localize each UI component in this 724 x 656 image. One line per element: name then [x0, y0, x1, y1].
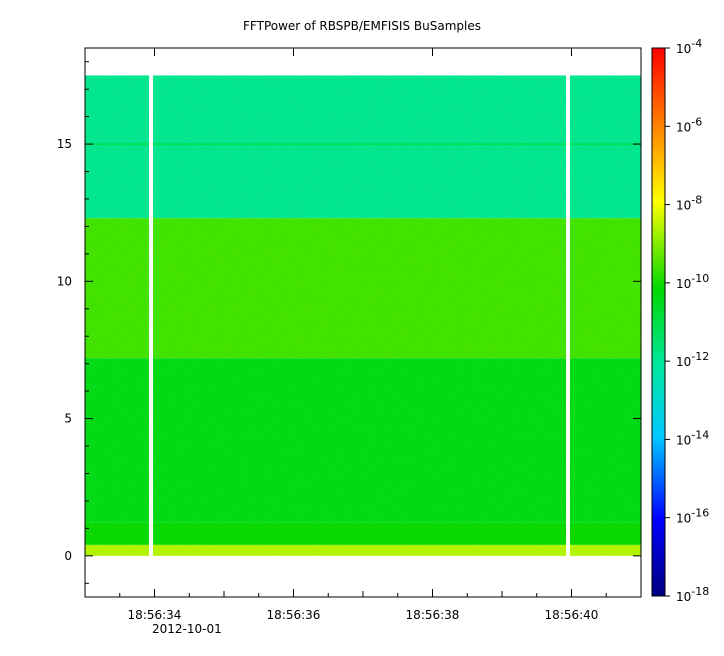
x-tick-label: 18:56:40	[545, 608, 599, 622]
colorbar-tick-label: 10-14	[676, 428, 709, 447]
x-tick-label: 18:56:36	[267, 608, 321, 622]
colorbar-tick-label: 10-6	[676, 115, 702, 134]
data-gap	[566, 75, 571, 556]
y-tick-label: 15	[57, 137, 72, 151]
y-tick-label: 5	[64, 412, 72, 426]
colorbar-tick-label: 10-4	[676, 37, 702, 56]
chart-title: FFTPower of RBSPB/EMFISIS BuSamples	[243, 19, 481, 33]
colorbar-tick-label: 10-16	[676, 507, 709, 526]
colorbar-tick-label: 10-10	[676, 272, 709, 291]
colorbar-ticks: 10-4 10-6 10-8 10-10 10-12 10-14 10-16 10-18	[665, 37, 709, 604]
colorbar-tick-label: 10-8	[676, 194, 702, 213]
colorbar	[651, 47, 666, 597]
colorbar-tick-label: 10-18	[676, 585, 709, 604]
data-gap	[149, 75, 154, 556]
x-tick-label: 18:56:38	[406, 608, 460, 622]
x-tick-label: 18:56:34	[128, 608, 182, 622]
x-date-label: 2012-10-01	[152, 622, 222, 636]
y-tick-label: 0	[64, 549, 72, 563]
x-axis: 18:56:34 18:56:36 18:56:38 18:56:40	[119, 48, 607, 622]
data-gaps	[149, 75, 571, 556]
y-tick-label: 10	[57, 274, 72, 288]
colorbar-tick-label: 10-12	[676, 350, 709, 369]
plot-area	[85, 48, 641, 597]
spectrogram-noise	[85, 75, 641, 556]
y-axis: 0 5 10 15	[57, 61, 641, 584]
